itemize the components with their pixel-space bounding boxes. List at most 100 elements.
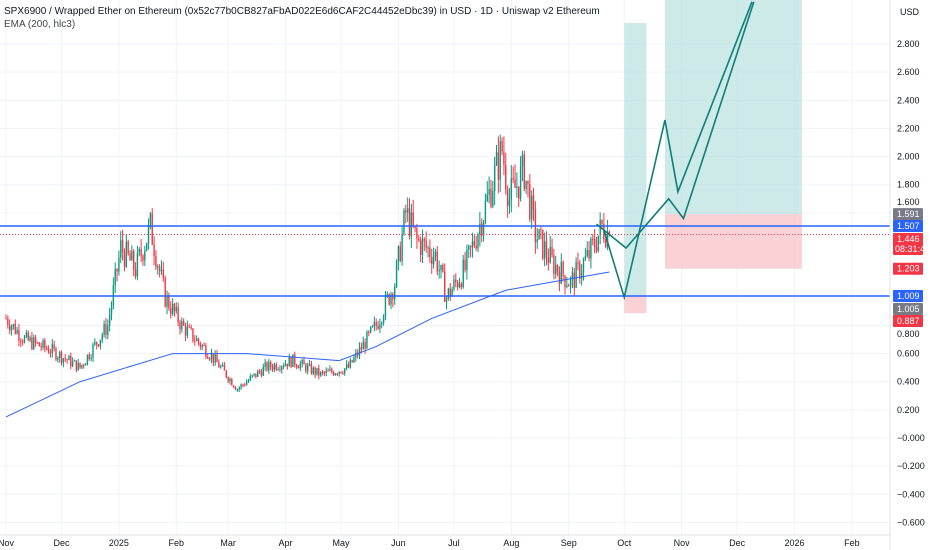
price-tag-label: 1.005 <box>897 304 920 314</box>
candle-body <box>142 255 144 261</box>
candle-body <box>590 238 592 259</box>
candle-body <box>584 256 587 260</box>
y-tick-label: 0.600 <box>897 349 920 359</box>
y-tick-label: 0.400 <box>897 377 920 387</box>
candle-body <box>412 212 414 226</box>
candle-body <box>560 261 562 284</box>
price-tag <box>893 290 923 303</box>
candle-body <box>358 347 361 356</box>
candle-body <box>432 256 435 265</box>
candle-body <box>23 336 26 343</box>
candle-body <box>551 246 553 256</box>
candle-body <box>266 362 268 371</box>
candle-body <box>90 357 92 359</box>
candle-body <box>588 250 590 259</box>
candle-body <box>42 340 44 348</box>
candle-body <box>518 186 520 199</box>
candle-body <box>277 369 279 371</box>
y-tick-label: −0.200 <box>897 461 925 471</box>
price-tag-label: 1.009 <box>897 291 920 301</box>
x-tick-label: Feb <box>844 538 860 548</box>
candle-body <box>123 252 126 267</box>
candle-body <box>592 238 594 240</box>
candle-body <box>138 249 140 253</box>
candle-body <box>257 370 259 377</box>
candle-body <box>353 357 355 363</box>
candle-body <box>164 277 166 307</box>
candle-body <box>397 246 400 262</box>
y-tick-label: 1.600 <box>897 197 920 207</box>
candle-body <box>506 189 509 206</box>
candle-body <box>427 247 429 249</box>
candle-body <box>525 180 527 190</box>
candle-body <box>297 367 300 369</box>
candle-body <box>573 272 575 288</box>
candle-body <box>438 269 440 272</box>
candle-body <box>395 261 398 287</box>
y-tick-label: 2.800 <box>897 39 920 49</box>
price-tag <box>893 315 923 328</box>
candle-body <box>394 286 396 300</box>
candle-body <box>490 188 492 207</box>
candle-body <box>443 271 446 302</box>
candle-body <box>593 239 596 248</box>
candle-body <box>532 195 535 210</box>
candle-body <box>455 279 457 283</box>
candle-body <box>214 354 216 363</box>
candle-body <box>321 372 324 374</box>
candle-body <box>286 363 289 367</box>
candle-body <box>158 266 161 272</box>
candle-body <box>440 265 442 270</box>
candle-body <box>442 265 444 272</box>
candle-body <box>242 384 244 386</box>
take-profit-zone <box>664 0 802 215</box>
x-tick-label: Nov <box>0 538 14 548</box>
y-tick-label: 2.400 <box>897 95 920 105</box>
candle-body <box>340 371 342 374</box>
candle-body <box>377 325 379 329</box>
candle-body <box>255 373 257 377</box>
candle-body <box>62 358 65 363</box>
candle-body <box>36 342 39 344</box>
projection-path <box>595 1 755 250</box>
candle-body <box>177 307 179 323</box>
candle-body <box>168 295 170 309</box>
candle-body <box>332 372 335 376</box>
price-tag <box>893 232 923 255</box>
candle-body <box>84 363 87 366</box>
candle-body <box>192 328 194 341</box>
candle-body <box>258 370 261 372</box>
candle-body <box>175 307 177 312</box>
candle-body <box>329 369 331 371</box>
candle-body <box>147 224 150 243</box>
candle-body <box>295 364 298 368</box>
candle-body <box>418 238 420 241</box>
candle-body <box>384 295 387 317</box>
candle-body <box>501 141 503 152</box>
candle-body <box>190 326 192 329</box>
candle-body <box>416 228 418 239</box>
candle-body <box>66 359 68 361</box>
candle-body <box>94 341 96 345</box>
candle-body <box>73 360 76 362</box>
candle-body <box>318 368 320 376</box>
x-tick-label: Jul <box>448 538 460 548</box>
candle-body <box>473 241 476 246</box>
candle-body <box>155 256 157 268</box>
candle-body <box>131 251 133 261</box>
candle-body <box>49 353 52 355</box>
candle-body <box>197 338 200 343</box>
take-profit-zone <box>624 22 647 297</box>
x-tick-label: Aug <box>503 538 519 548</box>
candle-body <box>186 326 189 336</box>
candle-body <box>482 221 485 236</box>
candle-body <box>314 367 316 375</box>
candle-body <box>505 165 507 190</box>
symbol-title: SPX6900 / Wrapped Ether on Ethereum (0x5… <box>4 6 600 17</box>
candle-body <box>273 364 276 370</box>
price-tag-label: 1.203 <box>897 264 920 274</box>
candle-body <box>342 373 344 375</box>
y-tick-label: 2.200 <box>897 123 920 133</box>
candle-body <box>145 242 148 251</box>
